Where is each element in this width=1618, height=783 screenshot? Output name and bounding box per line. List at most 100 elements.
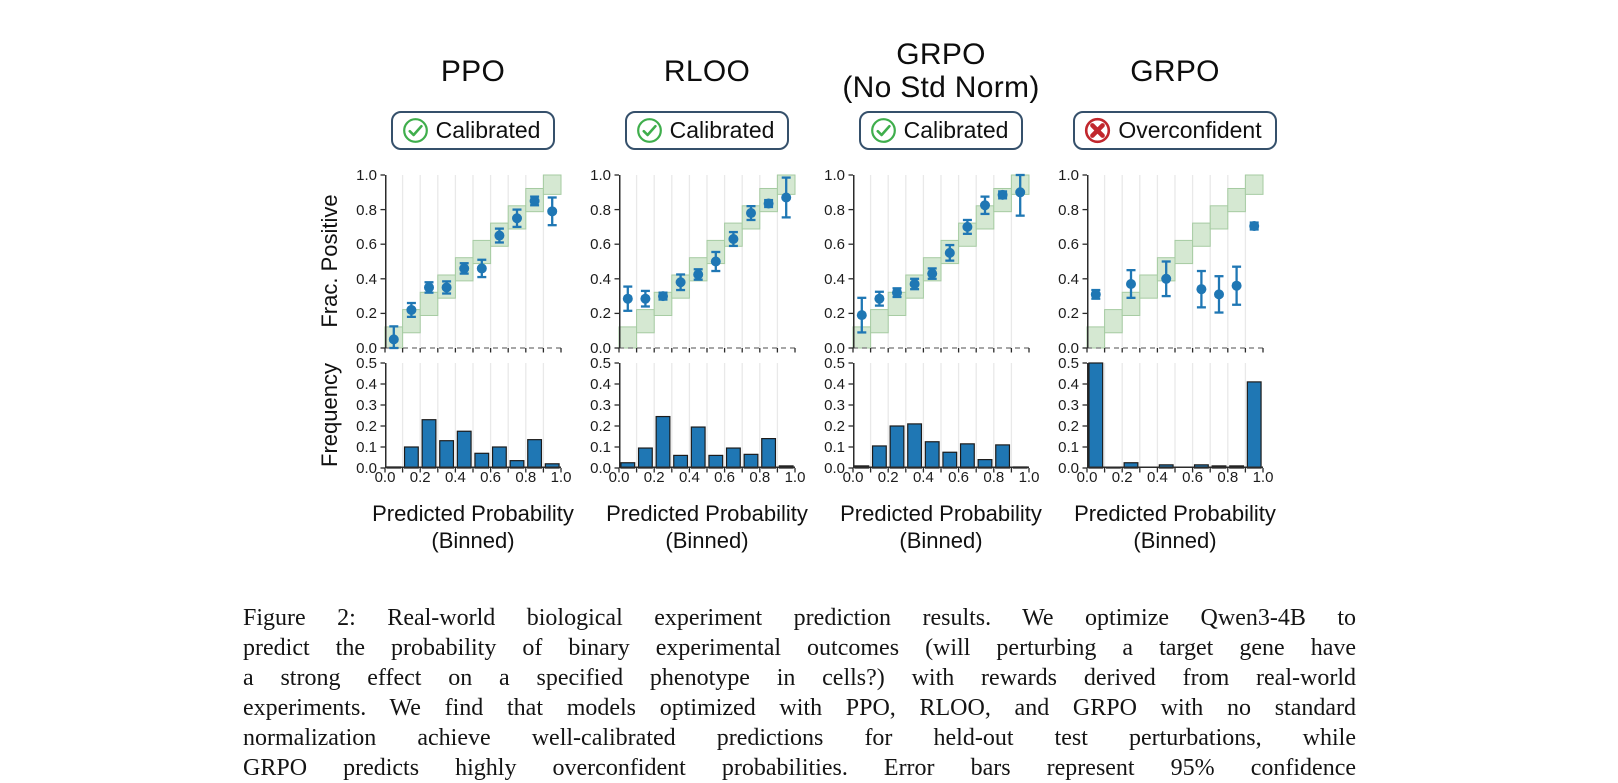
cal-y-tick-label: 0.6 (1058, 236, 1079, 254)
x-axis-label-line1: Predicted Probability (372, 501, 574, 526)
data-point (424, 282, 434, 293)
ideal-calibration-band-step (636, 309, 655, 334)
data-point (1231, 280, 1242, 291)
x-axis-label-line2: (Binned) (665, 528, 749, 553)
x-axis-label-line1: Predicted Probability (840, 501, 1042, 526)
x-tick-label: 0.8 (983, 469, 1005, 486)
cal-y-tick-label: 0.8 (590, 201, 611, 219)
x-tick-label: 0.6 (948, 469, 970, 486)
histogram-bar (1246, 381, 1262, 469)
data-point (892, 287, 902, 298)
panel-title-line: GRPO (1130, 54, 1220, 88)
x-tick-label: 0.8 (515, 469, 537, 486)
data-point (693, 269, 704, 280)
x-tick-label: 0.0 (374, 469, 396, 486)
x-tick-label: 1.0 (784, 469, 806, 486)
ideal-calibration-band-step (1174, 239, 1194, 265)
data-point (529, 195, 540, 206)
x-tick-label: 0.0 (608, 469, 630, 486)
x-tick-label: 0.6 (1182, 469, 1204, 486)
x-tick-label: 0.6 (714, 469, 736, 486)
ideal-calibration-band-step (1086, 326, 1106, 349)
hist-y-tick-label: 0.0 (590, 460, 611, 477)
calibration-plot (1082, 174, 1264, 353)
cal-y-tick-label: 0.0 (1058, 340, 1079, 357)
hist-y-tick-label: 0.5 (1058, 355, 1079, 372)
x-tick-label: 0.2 (409, 469, 431, 486)
data-point (441, 282, 452, 293)
data-point (856, 310, 867, 321)
x-tick-label: 0.2 (877, 469, 899, 486)
caption-line: a strong effect on a specified phenotype… (243, 665, 1356, 691)
cal-y-tick-label: 0.4 (590, 270, 611, 288)
data-point (512, 213, 522, 224)
cal-y-tick-label: 1.0 (590, 167, 611, 184)
badge-label: Calibrated (669, 117, 775, 143)
status-badge-calibrated: Calibrated (858, 111, 1024, 150)
data-point (494, 230, 505, 241)
cal-y-tick-label: 0.8 (356, 201, 377, 219)
x-axis-label-line2: (Binned) (431, 528, 515, 553)
caption-line: GRPO predicts highly overconfident proba… (243, 755, 1356, 781)
hist-y-tick-label: 0.3 (590, 397, 611, 414)
cal-y-tick-label: 0.4 (1058, 270, 1079, 288)
data-point (874, 293, 885, 304)
status-badge-wrap: Calibrated (564, 111, 850, 150)
panel-title-line: PPO (440, 54, 506, 88)
ideal-calibration-band-step (1192, 222, 1211, 247)
histogram-bar (761, 437, 777, 469)
data-point (763, 198, 774, 209)
x-tick-label: 0.0 (1076, 469, 1098, 486)
calibration-plot (848, 173, 1030, 353)
badge-label: Overconfident (1118, 117, 1262, 143)
x-tick-label: 0.0 (842, 469, 864, 486)
check-circle-icon (402, 118, 428, 143)
hist-y-tick-label: 0.4 (1058, 376, 1079, 393)
cal-y-tick-label: 0.2 (356, 305, 377, 323)
hist-y-tick-label: 0.5 (356, 355, 377, 372)
status-badge-wrap: Calibrated (330, 111, 616, 150)
x-tick-label: 0.4 (444, 469, 466, 486)
histogram-bar (708, 454, 724, 469)
cal-y-tick-label: 0.8 (1058, 201, 1079, 219)
hist-y-tick-label: 0.4 (824, 376, 845, 393)
badge-label: Calibrated (903, 117, 1009, 143)
hist-y-tick-label: 0.2 (590, 418, 611, 435)
hist-y-tick-label: 0.1 (590, 439, 611, 456)
frequency-histogram (1082, 362, 1264, 473)
x-axis-label-line1: Predicted Probability (606, 501, 808, 526)
hist-y-tick-label: 0.0 (356, 460, 377, 477)
x-tick-label: 0.2 (1111, 469, 1133, 486)
cal-y-tick-label: 0.0 (356, 340, 377, 357)
x-circle-icon (1085, 117, 1111, 144)
panel-title-line: GRPO (896, 38, 986, 71)
cal-y-tick-label: 0.2 (1058, 305, 1079, 323)
data-point (1126, 278, 1136, 289)
histogram-bar (637, 447, 653, 469)
histogram-bar (725, 447, 741, 469)
histogram-bar (673, 454, 689, 469)
panel-title: GRPO (No Std Norm) (793, 36, 1089, 106)
hist-y-tick-label: 0.3 (824, 397, 845, 414)
data-point (1090, 289, 1101, 300)
x-tick-label: 1.0 (1018, 469, 1040, 486)
data-point (781, 192, 792, 203)
x-tick-label: 1.0 (1252, 469, 1274, 486)
data-point (388, 334, 399, 345)
panel-title: PPO (325, 36, 621, 106)
x-tick-label: 0.6 (480, 469, 502, 486)
histogram-bar (1088, 362, 1104, 469)
x-tick-label: 0.8 (1217, 469, 1239, 486)
hist-y-tick-label: 0.4 (590, 376, 611, 393)
x-tick-label: 0.4 (678, 469, 700, 486)
check-circle-icon (870, 118, 896, 143)
calibration-plot (380, 174, 562, 353)
ideal-calibration-band-step (1104, 309, 1123, 334)
cal-y-tick-label: 0.6 (356, 236, 377, 254)
cal-y-tick-label: 0.2 (824, 305, 845, 323)
histogram-bar (527, 439, 543, 469)
hist-y-tick-label: 0.3 (1058, 397, 1079, 414)
caption-line: experiments. We find that models optimiz… (243, 695, 1356, 721)
hist-y-tick-label: 0.5 (824, 355, 845, 372)
